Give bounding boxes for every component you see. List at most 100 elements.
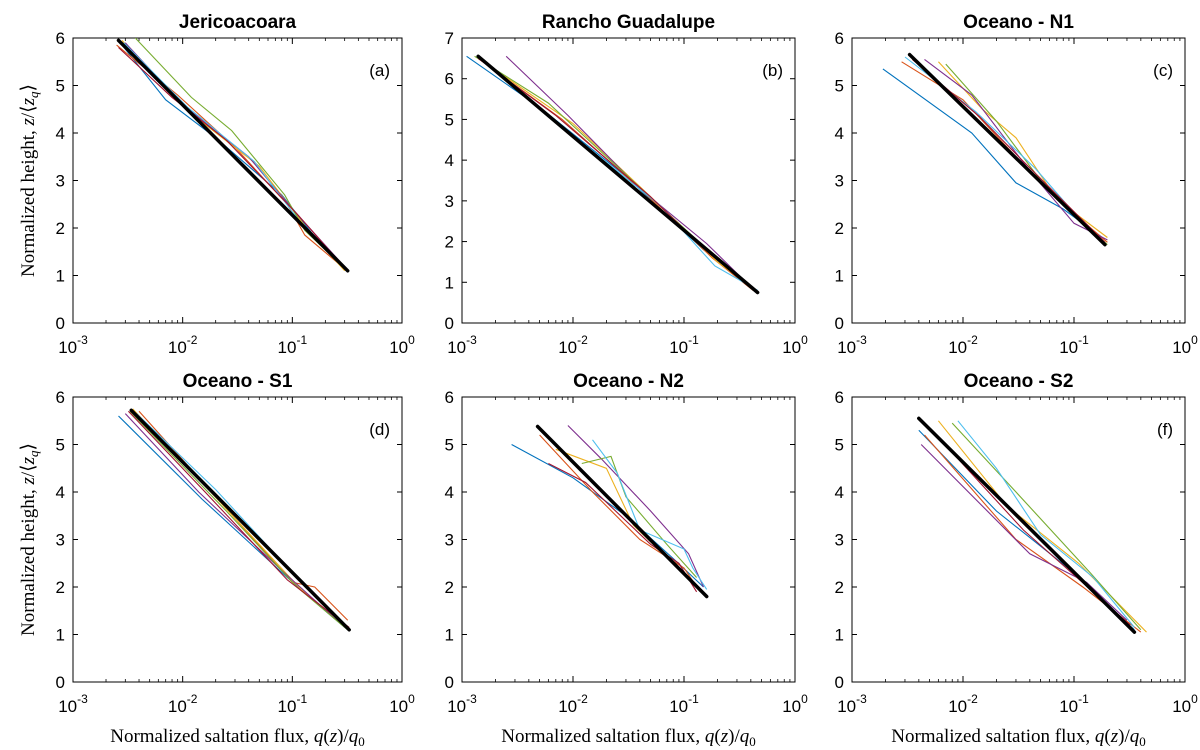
panel-title: Rancho Guadalupe	[542, 12, 715, 33]
x-tick-label: 100	[1172, 692, 1198, 716]
series-line-5	[129, 410, 349, 631]
panel-letter: (f)	[1157, 420, 1173, 439]
y-tick-label: 0	[56, 673, 65, 692]
x-tick-label: 10-3	[58, 333, 88, 357]
y-tick-label: 3	[445, 531, 454, 550]
series-line-6	[957, 420, 1135, 628]
x-tick-label: 10-2	[168, 692, 198, 716]
y-tick-label: 3	[835, 172, 844, 191]
y-tick-label: 4	[835, 124, 844, 143]
axes-box	[72, 37, 403, 324]
y-tick-label: 4	[835, 483, 844, 502]
panel-1: Jericoacoara (a) 0 1 2 3 4 5 6 10-3 10-2 10-1 100 Nor…	[18, 12, 415, 357]
y-tick-label: 5	[56, 77, 65, 96]
fit-line	[907, 52, 1107, 247]
x-tick-label: 10-1	[278, 692, 308, 716]
y-tick-label: 0	[445, 673, 454, 692]
y-tick-label: 0	[445, 314, 454, 333]
y-tick-label: 6	[835, 388, 844, 407]
x-tick-label: 10-3	[447, 333, 477, 357]
fit-line	[535, 424, 709, 599]
x-tick-label: 10-3	[837, 692, 867, 716]
panel-4: Oceano - S1 (d) 0 1 2 3 4 5 6 10-3 10-2 10-1 100 Norm…	[18, 371, 415, 749]
panel-title: Oceano - S2	[964, 371, 1074, 392]
panel-title: Oceano - N1	[963, 12, 1074, 33]
series-line-5	[581, 455, 698, 578]
panel-letter: (c)	[1153, 61, 1173, 80]
y-tick-label: 5	[56, 436, 65, 455]
x-tick-label: 10-2	[948, 692, 978, 716]
axes-box	[851, 396, 1186, 683]
fit-line	[476, 54, 760, 295]
x-tick-label: 10-3	[837, 333, 867, 357]
x-tick-label: 100	[782, 692, 808, 716]
y-tick-label: 4	[445, 483, 454, 502]
y-tick-label: 1	[835, 626, 844, 645]
series-line-4	[124, 413, 346, 628]
fit-line	[116, 38, 350, 273]
y-tick-label: 1	[445, 273, 454, 292]
series-group	[917, 416, 1147, 634]
y-tick-label: 1	[445, 626, 454, 645]
y-tick-label: 6	[835, 29, 844, 48]
y-tick-label: 4	[445, 151, 454, 170]
x-tick-label: 100	[389, 333, 415, 357]
panel-letter: (a)	[369, 61, 390, 80]
x-tick-label: 100	[389, 692, 415, 716]
x-tick-label: 10-3	[58, 692, 88, 716]
axes-box	[72, 396, 403, 683]
y-tick-label: 5	[445, 436, 454, 455]
y-tick-label: 2	[56, 219, 65, 238]
series-group	[116, 38, 350, 273]
y-tick-label: 2	[835, 578, 844, 597]
y-tick-label: 2	[445, 233, 454, 252]
y-tick-label: 2	[56, 578, 65, 597]
y-tick-label: 4	[56, 124, 65, 143]
panel-6: Oceano - S2 (f) 0 1 2 3 4 5 6 10-3 10-2 10-1 100 Norm…	[835, 371, 1199, 749]
x-tick-label: 10-2	[558, 692, 588, 716]
panel-title: Jericoacoara	[179, 12, 297, 33]
y-tick-label: 3	[56, 172, 65, 191]
x-tick-label: 10-1	[669, 333, 699, 357]
x-tick-label: 10-1	[1059, 333, 1089, 357]
series-line-4	[567, 425, 705, 588]
series-group	[466, 54, 760, 295]
fit-line	[917, 416, 1137, 634]
y-tick-label: 5	[445, 110, 454, 129]
y-tick-label: 1	[56, 267, 65, 286]
y-tick-label: 6	[56, 29, 65, 48]
y-tick-label: 4	[56, 483, 65, 502]
series-line-6	[592, 439, 708, 590]
x-tick-label: 10-2	[558, 333, 588, 357]
x-tick-label: 10-1	[1059, 692, 1089, 716]
panel-2: Rancho Guadalupe (b) 0 1 2 3 4 5 6 7 10-3 10-2 10-1 1…	[445, 12, 809, 357]
y-tick-label: 2	[445, 578, 454, 597]
y-tick-label: 1	[835, 267, 844, 286]
x-tick-label: 100	[782, 333, 808, 357]
series-line-7	[118, 47, 344, 267]
x-tick-label: 10-2	[168, 333, 198, 357]
y-tick-label: 0	[835, 314, 844, 333]
panel-letter: (d)	[369, 420, 390, 439]
axes-box	[461, 396, 796, 683]
series-group	[882, 52, 1108, 247]
y-tick-label: 0	[835, 673, 844, 692]
panel-title: Oceano - S1	[183, 371, 293, 392]
x-tick-label: 10-1	[278, 333, 308, 357]
series-line-4	[920, 444, 1128, 621]
x-axis-label: Normalized saltation flux, q(z)/q0	[891, 726, 1146, 749]
y-tick-label: 5	[835, 77, 844, 96]
fit-line	[129, 408, 351, 632]
y-tick-label: 0	[56, 314, 65, 333]
x-tick-label: 10-3	[447, 692, 477, 716]
y-tick-label: 6	[445, 70, 454, 89]
y-tick-label: 7	[445, 29, 454, 48]
panel-5: Oceano - N2 0 1 2 3 4 5 6 10-3 10-2 10-1 100 Normali…	[445, 371, 809, 749]
series-group	[118, 408, 351, 632]
y-axis-label: Normalized height, z/⟨zq⟩	[18, 84, 41, 277]
y-axis-label: Normalized height, z/⟨zq⟩	[18, 443, 41, 636]
series-line-7	[128, 410, 350, 628]
y-tick-label: 3	[445, 192, 454, 211]
series-line-5	[951, 422, 1142, 631]
